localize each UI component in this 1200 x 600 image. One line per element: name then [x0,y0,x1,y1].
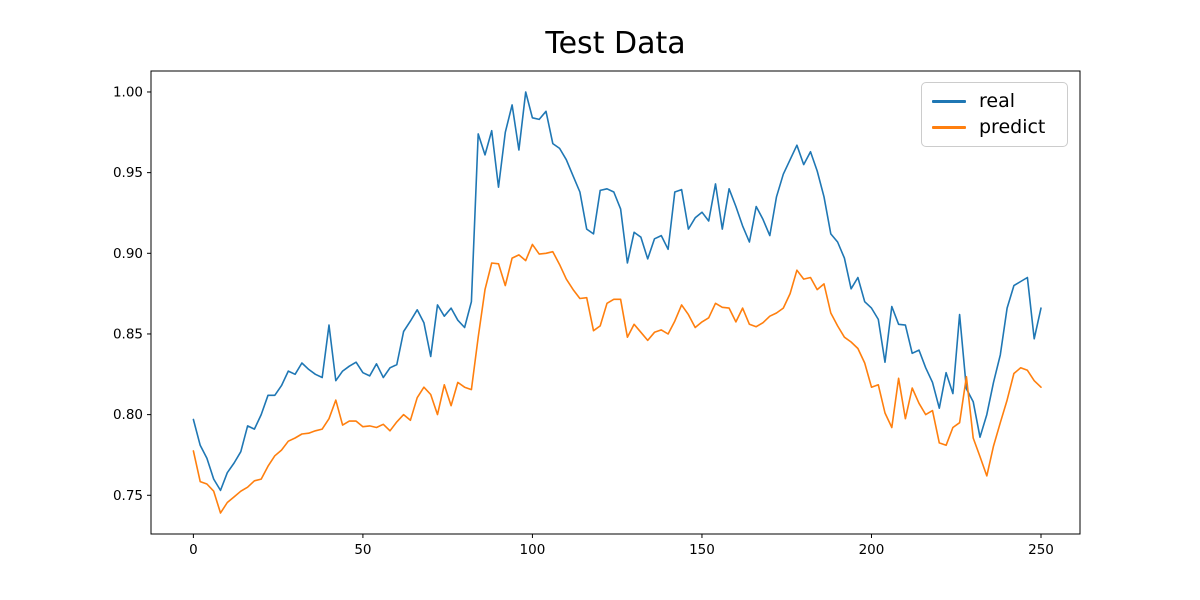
y-tick-label: 0.75 [113,488,143,504]
series-line-real [192,91,1042,492]
legend: real predict [921,82,1068,147]
legend-item-predict: predict [932,117,1057,138]
chart-title: Test Data [545,26,686,61]
x-tick-label: 100 [520,542,546,558]
plot-border [150,70,1081,535]
legend-item-real: real [932,89,1057,112]
x-tick-label: 200 [859,542,885,558]
axes-layer: 0 50 100 150 200 250 0.75 0.80 0.85 0.90 0.95 1.00 [113,70,1081,558]
series-line-predict [192,243,1042,514]
y-tick-label: 0.90 [113,246,143,262]
legend-label-real: real [979,89,1016,112]
series-layer [192,91,1042,514]
x-tick-label: 150 [689,542,715,558]
legend-label-predict: predict [979,116,1046,139]
y-tick-label: 1.00 [113,85,143,101]
y-tick-label: 0.80 [113,407,143,423]
legend-line-sample-predict [932,126,966,130]
y-tick-label: 0.85 [113,327,143,343]
x-tick-label: 50 [354,542,371,558]
y-tick-label: 0.95 [113,165,143,181]
x-tick-label: 0 [189,542,198,558]
x-tick-label: 250 [1028,542,1054,558]
legend-line-sample-real [932,99,966,103]
